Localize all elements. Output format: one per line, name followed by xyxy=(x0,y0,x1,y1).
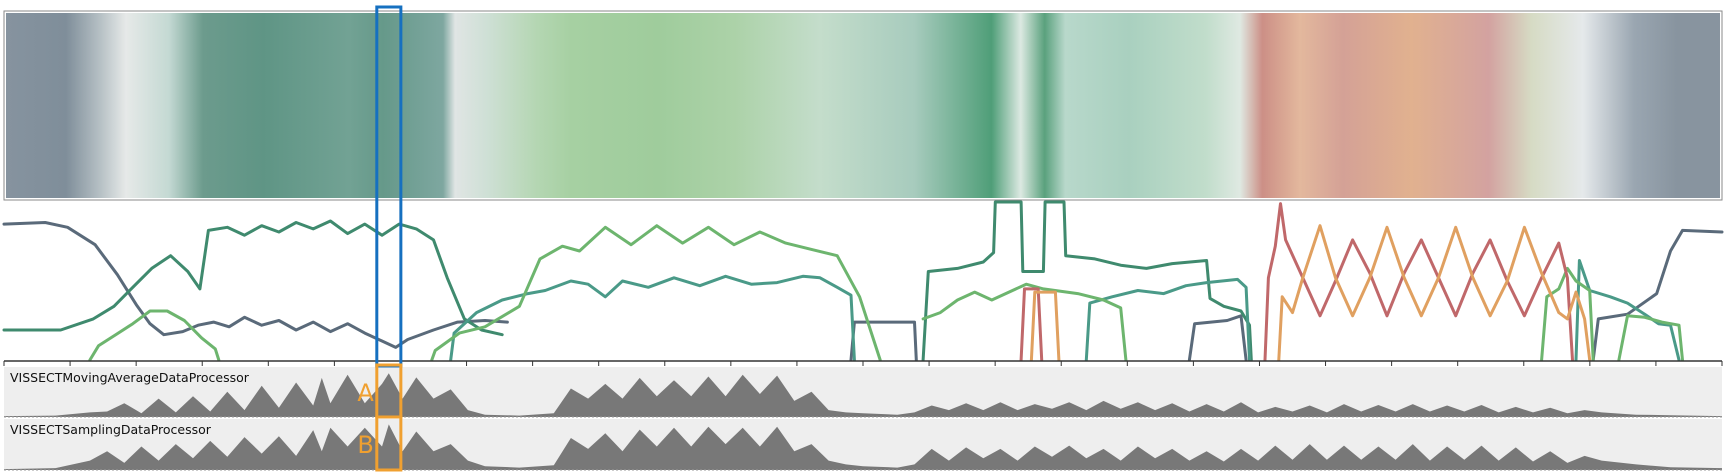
series-3-segment-0 xyxy=(88,309,221,362)
color-strip-gradient xyxy=(6,13,1720,198)
series-2-segment-0 xyxy=(449,274,856,362)
series-2-segment-2 xyxy=(1574,259,1681,362)
track-1-label: VISSECTSamplingDataProcessor xyxy=(10,422,212,437)
track-1-density xyxy=(4,424,1722,470)
track-0-density xyxy=(4,373,1722,417)
series-1-segment-1 xyxy=(921,200,1253,362)
track-1-marker-box[interactable] xyxy=(375,415,403,472)
series-0-segment-3 xyxy=(1591,228,1724,362)
series-5-segment-1 xyxy=(1277,224,1592,362)
series-3-segment-3 xyxy=(1540,266,1595,362)
series-0-segment-2 xyxy=(1187,314,1248,362)
series-3-segment-4 xyxy=(1617,314,1684,362)
track-1-marker-letter: B xyxy=(357,431,373,459)
series-3-segment-2 xyxy=(921,282,1128,362)
series-5-segment-0 xyxy=(1029,290,1061,362)
selection-overlay[interactable]: AB xyxy=(357,5,403,472)
track-0-label: VISSECTMovingAverageDataProcessor xyxy=(10,370,250,385)
track-0-marker-letter: A xyxy=(357,379,374,407)
series-4-segment-1 xyxy=(1263,202,1574,362)
density-tracks: VISSECTMovingAverageDataProcessor VISSECT… xyxy=(4,367,1722,471)
series-0-segment-0 xyxy=(2,221,509,349)
time-axis xyxy=(3,360,1723,366)
series-3-segment-1 xyxy=(430,224,882,362)
color-strip-band xyxy=(6,13,1720,198)
series-1-segment-0 xyxy=(2,219,504,337)
line-chart-area[interactable] xyxy=(2,200,1724,362)
series-4-segment-0 xyxy=(1019,287,1044,362)
